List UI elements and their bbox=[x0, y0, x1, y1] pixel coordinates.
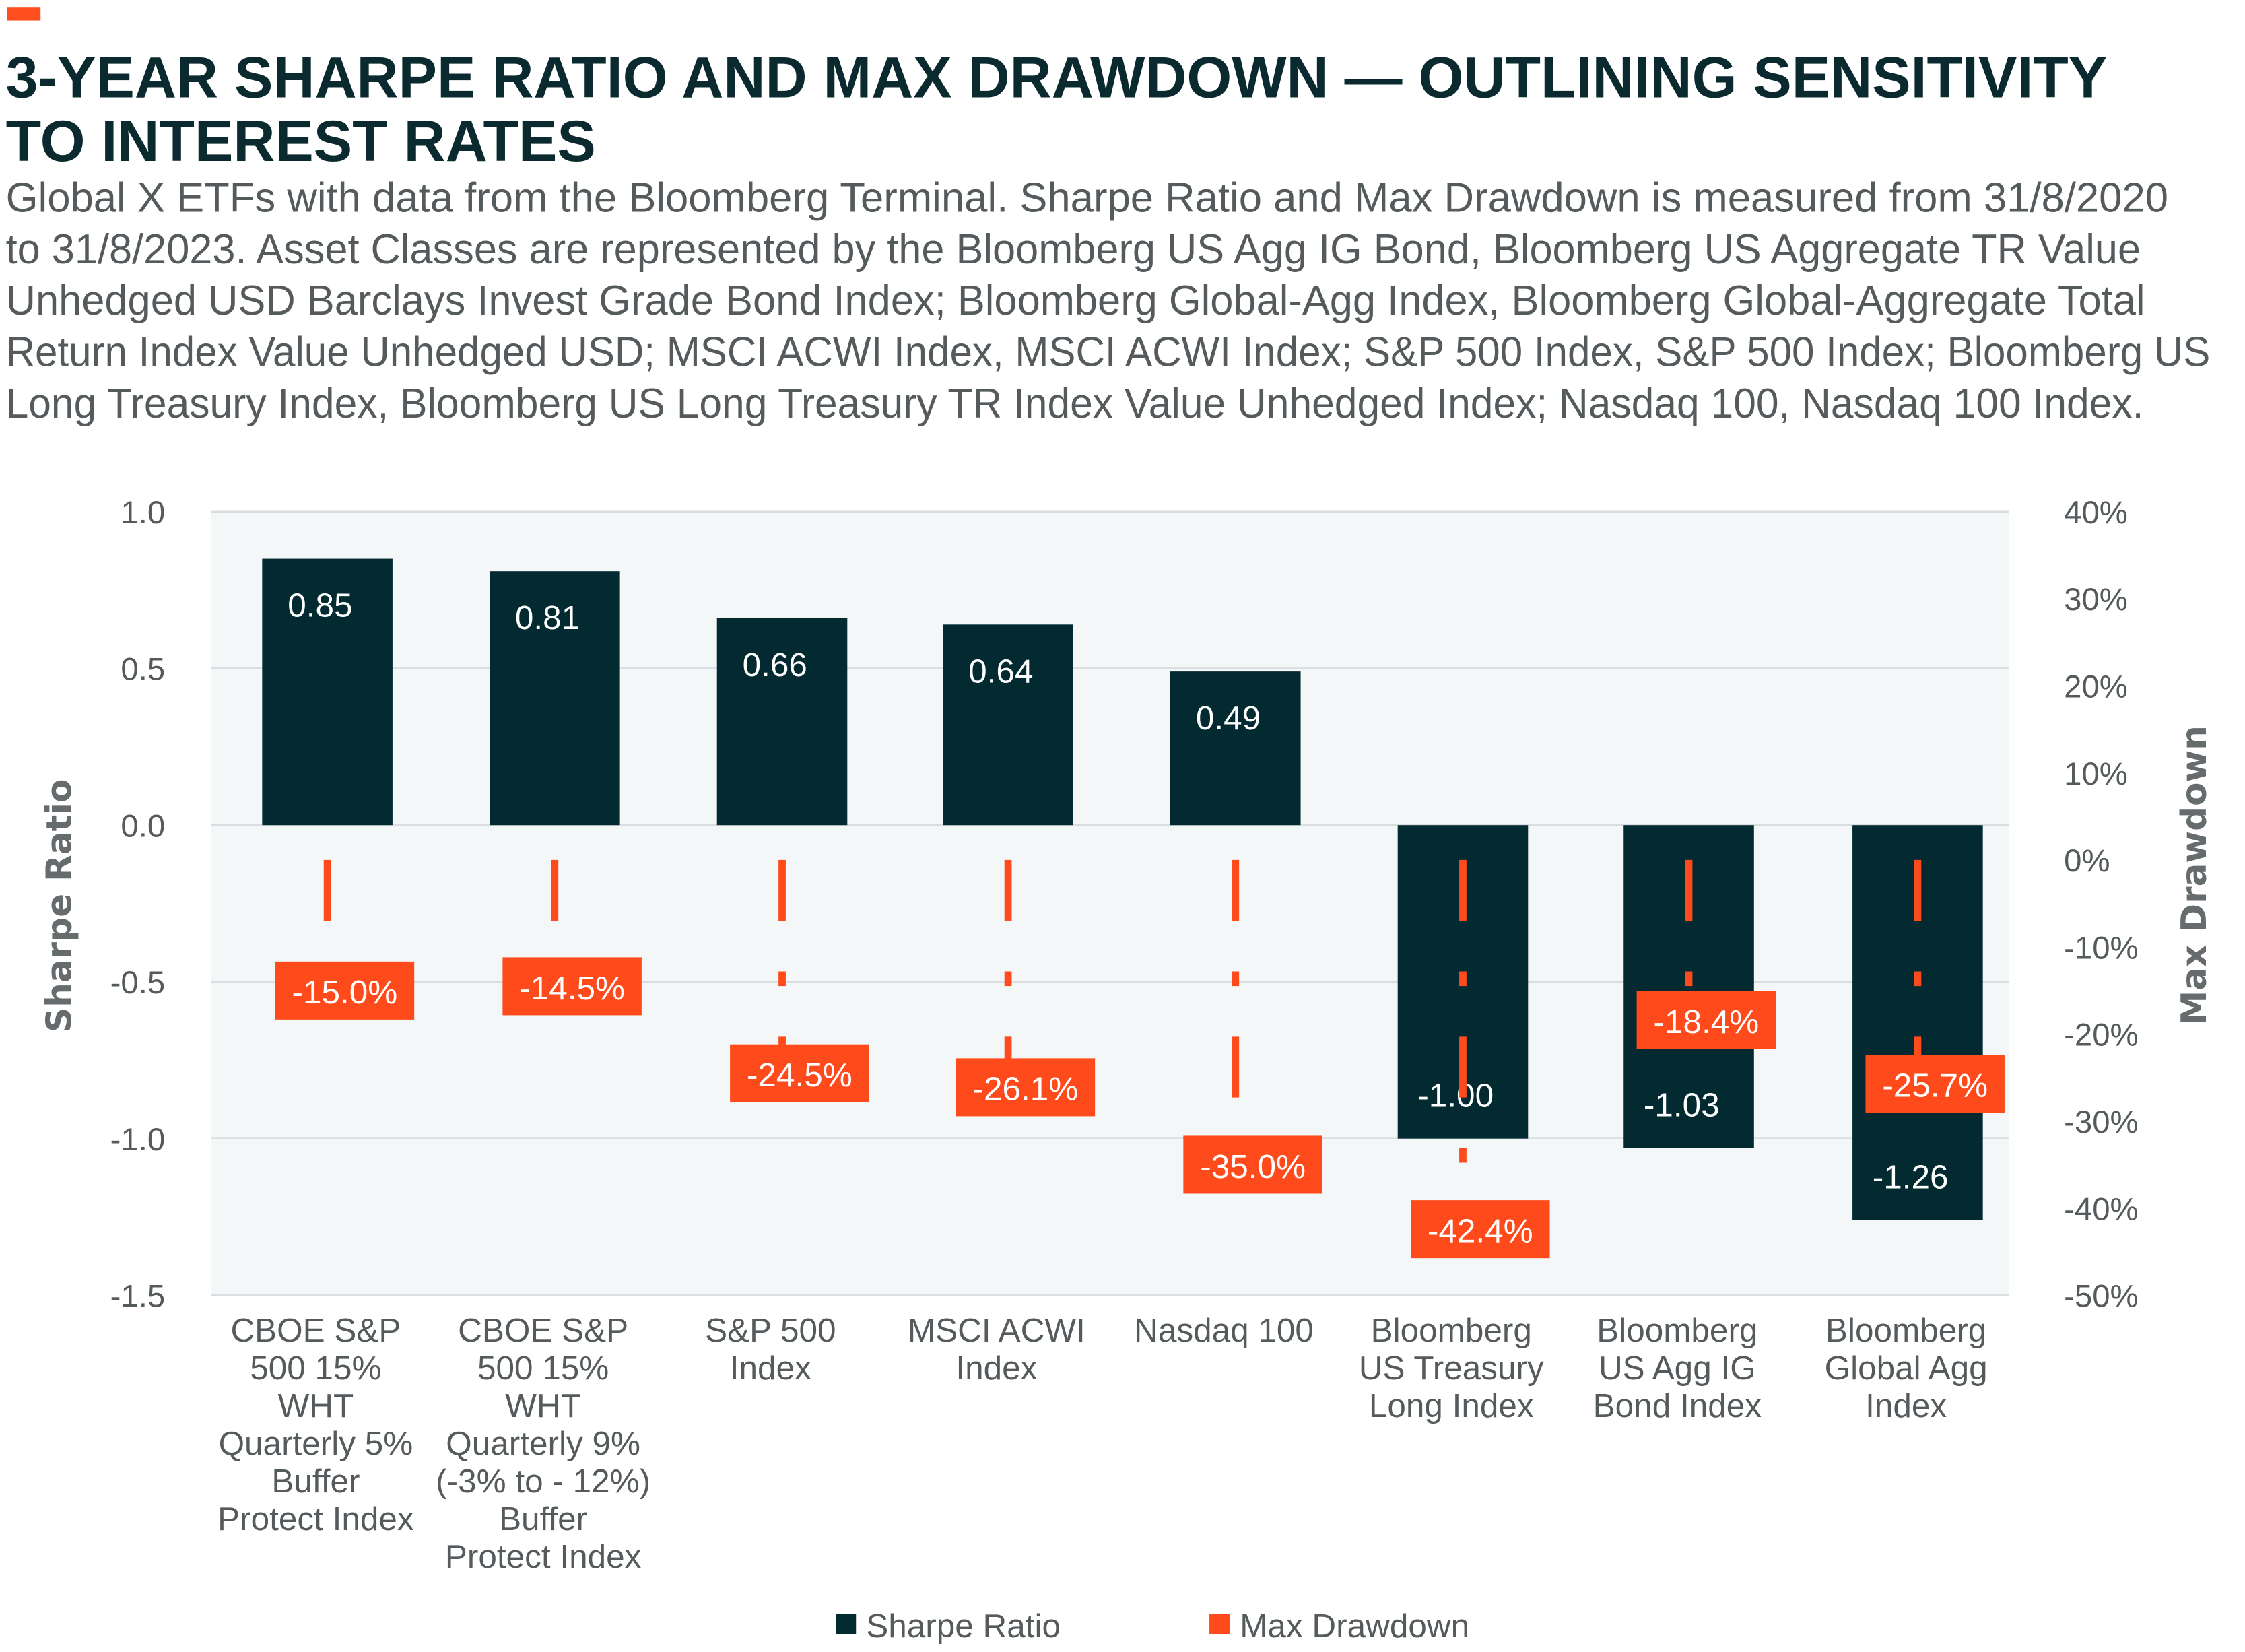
subtitle-line: to 31/8/2023. Asset Classes are represen… bbox=[6, 226, 2141, 273]
drawdown-label-box bbox=[1636, 991, 1776, 1049]
right-axis-title: Max Drawdown bbox=[2174, 725, 2215, 1025]
legend-swatch-drawdown bbox=[1209, 1614, 1230, 1634]
left-tick-label: -1.0 bbox=[110, 1122, 166, 1158]
category-label: 500 15% bbox=[477, 1350, 609, 1387]
sharpe-value-label: 0.49 bbox=[1196, 700, 1261, 737]
category-label: MSCI ACWI bbox=[908, 1312, 1085, 1349]
drawdown-value-label: -25.7% bbox=[1882, 1067, 1988, 1104]
category-label: Bond Index bbox=[1593, 1387, 1762, 1424]
category-label: CBOE S&P bbox=[230, 1312, 401, 1349]
category-label: Global Agg bbox=[1825, 1350, 1988, 1387]
sharpe-value-label: 0.66 bbox=[743, 647, 807, 684]
drawdown-value-label: -26.1% bbox=[973, 1071, 1079, 1108]
right-tick-label: -30% bbox=[2064, 1104, 2138, 1140]
category-label: Buffer bbox=[271, 1463, 360, 1500]
sharpe-bar bbox=[262, 558, 393, 826]
sharpe-bar bbox=[1170, 671, 1301, 826]
left-axis: 1.0 0.5 0.0 -0.5 -1.0 -1.5 bbox=[110, 495, 166, 1315]
left-axis-title: Sharpe Ratio bbox=[39, 779, 79, 1033]
legend-label-drawdown: Max Drawdown bbox=[1240, 1608, 1469, 1645]
drawdown-label-box bbox=[275, 961, 415, 1020]
category-label: Long Index bbox=[1369, 1387, 1534, 1424]
category-label: Protect Index bbox=[445, 1538, 642, 1575]
category-label: Quarterly 5% bbox=[219, 1425, 413, 1462]
subtitle-line: Unhedged USD Barclays Invest Grade Bond … bbox=[6, 277, 2145, 324]
legend: Sharpe Ratio Max Drawdown bbox=[836, 1608, 1469, 1645]
category-label: Nasdaq 100 bbox=[1134, 1312, 1314, 1349]
sharpe-value-label: 0.85 bbox=[288, 587, 352, 624]
sharpe-value-label: 0.81 bbox=[515, 599, 580, 636]
right-tick-label: -10% bbox=[2064, 930, 2138, 966]
drawdown-value-label: -24.5% bbox=[747, 1057, 852, 1094]
category-label: WHT bbox=[505, 1387, 581, 1424]
right-tick-label: -20% bbox=[2064, 1018, 2138, 1053]
drawdown-value-label: -18.4% bbox=[1653, 1003, 1759, 1040]
title-line: TO INTEREST RATES bbox=[6, 109, 596, 174]
drawdown-label-box bbox=[956, 1058, 1096, 1117]
subtitle-line: Global X ETFs with data from the Bloombe… bbox=[6, 174, 2168, 221]
category-label: Quarterly 9% bbox=[446, 1425, 640, 1462]
right-tick-label: -40% bbox=[2064, 1191, 2138, 1227]
category-label: US Treasury bbox=[1359, 1350, 1544, 1387]
right-tick-label: 20% bbox=[2064, 669, 2128, 705]
drawdown-label-box bbox=[1865, 1055, 2005, 1113]
category-label: WHT bbox=[278, 1387, 354, 1424]
left-tick-label: -0.5 bbox=[110, 965, 166, 1001]
drawdown-label-box bbox=[1183, 1135, 1322, 1194]
drawdown-label-box bbox=[1411, 1200, 1550, 1259]
right-tick-label: -50% bbox=[2064, 1279, 2138, 1315]
category-label: 500 15% bbox=[250, 1350, 381, 1387]
category-label: (-3% to - 12%) bbox=[436, 1463, 650, 1500]
right-tick-label: 0% bbox=[2064, 843, 2110, 879]
subtitle-line: Return Index Value Unhedged USD; MSCI AC… bbox=[6, 329, 2211, 376]
category-label: CBOE S&P bbox=[458, 1312, 628, 1349]
category-label: Index bbox=[1865, 1387, 1947, 1424]
drawdown-value-label: -42.4% bbox=[1428, 1213, 1533, 1250]
category-label: Protect Index bbox=[217, 1500, 414, 1538]
legend-label-sharpe: Sharpe Ratio bbox=[866, 1608, 1061, 1645]
sharpe-bar bbox=[943, 624, 1073, 826]
legend-swatch-sharpe bbox=[836, 1614, 857, 1634]
category-label: Buffer bbox=[499, 1500, 587, 1538]
sharpe-value-label: -1.26 bbox=[1873, 1158, 1949, 1195]
drawdown-value-label: -15.0% bbox=[292, 974, 398, 1011]
sharpe-bar bbox=[490, 571, 620, 826]
category-label: S&P 500 bbox=[705, 1312, 836, 1349]
category-label: Bloomberg bbox=[1371, 1312, 1532, 1349]
category-label: US Agg IG bbox=[1599, 1350, 1756, 1387]
right-tick-label: 40% bbox=[2064, 495, 2128, 531]
category-label: Bloomberg bbox=[1597, 1312, 1757, 1349]
sharpe-value-label: -1.00 bbox=[1417, 1077, 1494, 1114]
drawdown-marks: -15.0% -14.5% -24.5% -26.1% -35.0% -42.4% -18.… bbox=[275, 859, 2005, 1259]
sharpe-bar bbox=[716, 618, 848, 826]
accent-bar bbox=[7, 7, 41, 21]
right-axis: 40% 30% 20% 10% 0% -10% -20% -30% -40% -50% bbox=[2064, 495, 2138, 1315]
drawdown-label-box bbox=[502, 957, 642, 1016]
left-tick-label: -1.5 bbox=[110, 1279, 166, 1315]
drawdown-label-box bbox=[730, 1044, 869, 1102]
right-tick-label: 30% bbox=[2064, 582, 2128, 618]
category-label: Index bbox=[956, 1350, 1037, 1387]
category-label: Index bbox=[730, 1350, 811, 1387]
left-tick-label: 0.5 bbox=[121, 652, 165, 688]
title-line: 3-YEAR SHARPE RATIO AND MAX DRAWDOWN — O… bbox=[6, 46, 2108, 110]
drawdown-value-label: -14.5% bbox=[519, 970, 625, 1007]
page-subtitle: Global X ETFs with data from the Bloombe… bbox=[6, 174, 2211, 426]
drawdown-value-label: -35.0% bbox=[1200, 1148, 1306, 1185]
category-label: Bloomberg bbox=[1825, 1312, 1986, 1349]
sharpe-value-label: 0.64 bbox=[968, 653, 1033, 690]
left-tick-label: 0.0 bbox=[121, 808, 165, 844]
page-title: 3-YEAR SHARPE RATIO AND MAX DRAWDOWN — O… bbox=[6, 46, 2108, 174]
subtitle-line: Long Treasury Index, Bloomberg US Long T… bbox=[6, 381, 2144, 427]
sharpe-value-label: -1.03 bbox=[1644, 1086, 1720, 1123]
left-tick-label: 1.0 bbox=[121, 495, 165, 531]
right-tick-label: 10% bbox=[2064, 756, 2128, 792]
